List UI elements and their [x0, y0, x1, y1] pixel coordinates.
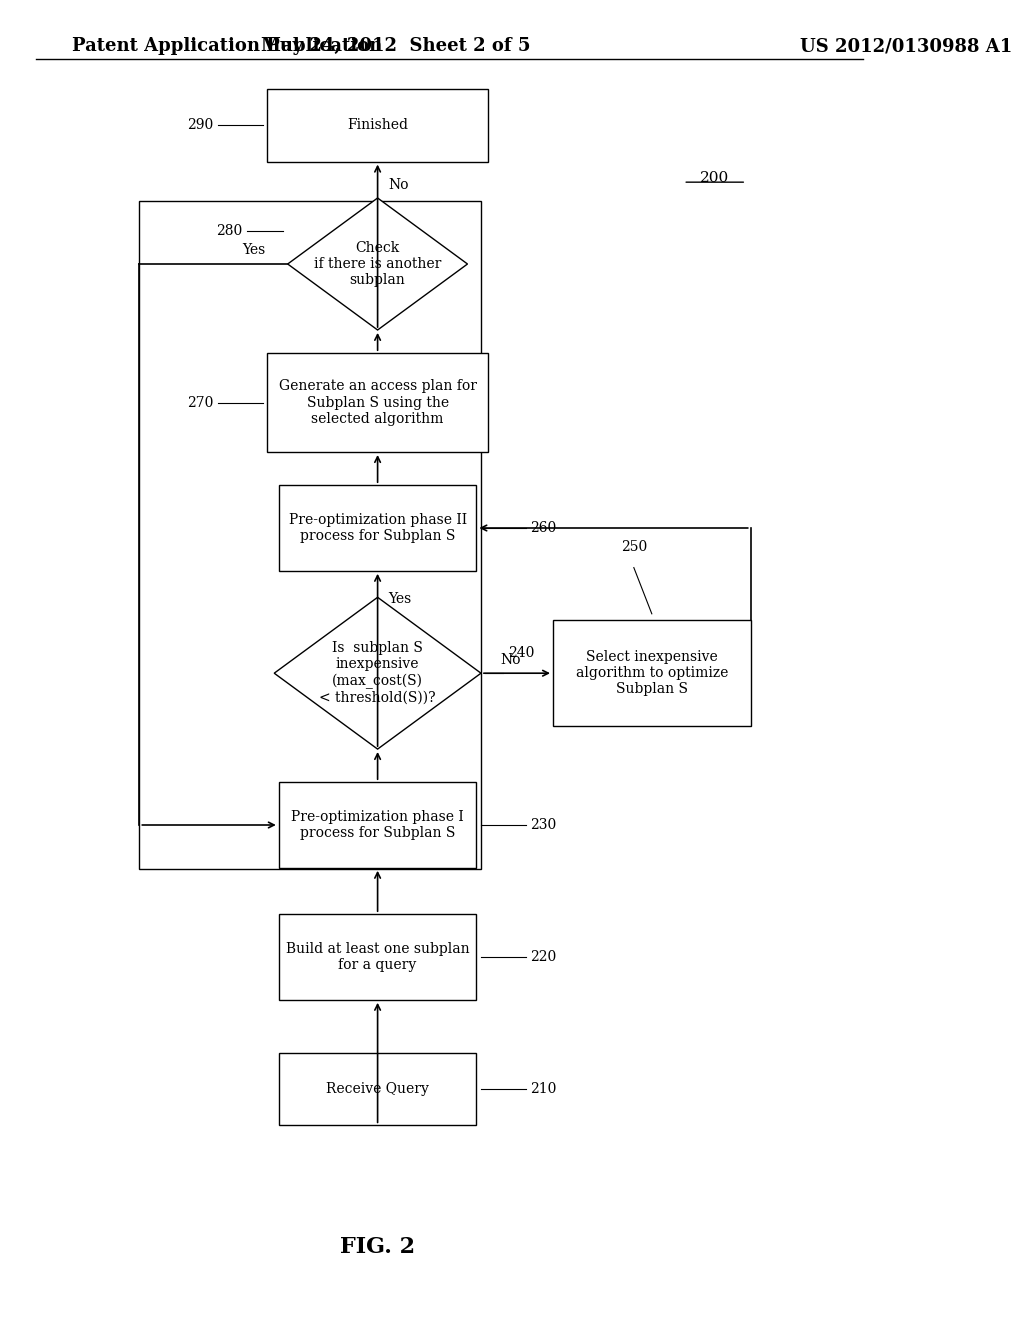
FancyBboxPatch shape	[279, 484, 476, 570]
Text: Select inexpensive
algorithm to optimize
Subplan S: Select inexpensive algorithm to optimize…	[575, 649, 728, 697]
Text: No: No	[388, 178, 409, 191]
FancyBboxPatch shape	[279, 913, 476, 1001]
Text: Yes: Yes	[242, 243, 265, 257]
Text: 210: 210	[530, 1082, 557, 1096]
FancyBboxPatch shape	[279, 781, 476, 869]
Text: 250: 250	[621, 540, 647, 554]
Text: 260: 260	[530, 521, 557, 535]
FancyBboxPatch shape	[279, 1053, 476, 1125]
FancyBboxPatch shape	[267, 88, 487, 161]
Text: 230: 230	[530, 818, 557, 832]
Polygon shape	[274, 597, 481, 750]
Text: 220: 220	[530, 950, 557, 964]
Polygon shape	[288, 198, 468, 330]
Text: No: No	[501, 652, 521, 667]
Text: May 24, 2012  Sheet 2 of 5: May 24, 2012 Sheet 2 of 5	[261, 37, 530, 55]
Text: Pre-optimization phase I
process for Subplan S: Pre-optimization phase I process for Sub…	[291, 810, 464, 840]
Text: Generate an access plan for
Subplan S using the
selected algorithm: Generate an access plan for Subplan S us…	[279, 379, 476, 426]
Text: 270: 270	[187, 396, 214, 409]
Text: 280: 280	[216, 224, 243, 238]
Text: US 2012/0130988 A1: US 2012/0130988 A1	[800, 37, 1013, 55]
Text: Pre-optimization phase II
process for Subplan S: Pre-optimization phase II process for Su…	[289, 513, 467, 543]
Text: Build at least one subplan
for a query: Build at least one subplan for a query	[286, 942, 469, 972]
Text: 200: 200	[700, 172, 729, 185]
Text: Check
if there is another
subplan: Check if there is another subplan	[314, 240, 441, 288]
Text: Is  subplan S
inexpensive
(max_cost(S)
< threshold(S))?: Is subplan S inexpensive (max_cost(S) < …	[319, 642, 436, 705]
Text: Patent Application Publication: Patent Application Publication	[72, 37, 382, 55]
Text: Finished: Finished	[347, 119, 409, 132]
FancyBboxPatch shape	[267, 354, 487, 451]
Text: 240: 240	[508, 645, 535, 660]
Text: 290: 290	[187, 119, 214, 132]
FancyBboxPatch shape	[553, 620, 751, 726]
Text: Yes: Yes	[388, 593, 412, 606]
Text: FIG. 2: FIG. 2	[340, 1237, 415, 1258]
Text: Receive Query: Receive Query	[327, 1082, 429, 1096]
